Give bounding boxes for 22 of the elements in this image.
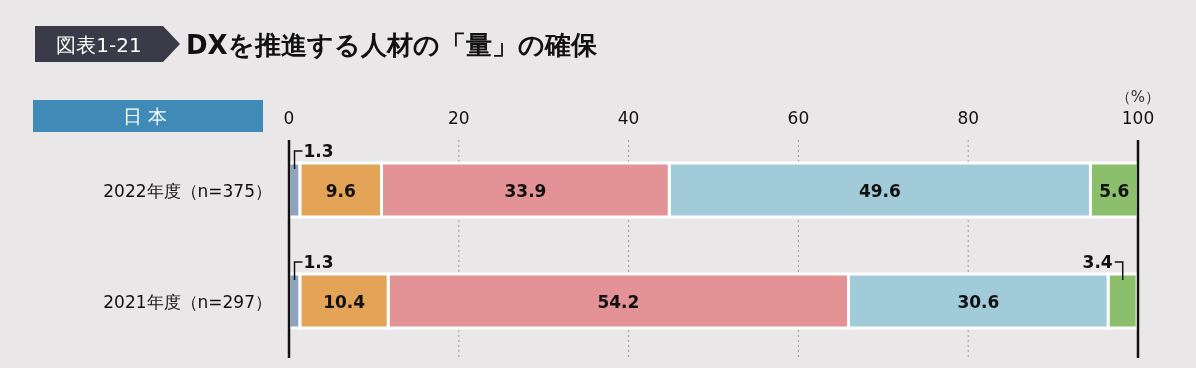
data-label: 5.6: [1099, 181, 1130, 201]
text: 図表1-21: [56, 33, 142, 57]
data-label: 3.4: [1082, 252, 1113, 272]
chart-title: DXを推進する人材の「量」の確保: [186, 30, 598, 60]
data-label: 1.3: [303, 252, 334, 272]
data-label: 30.6: [957, 292, 1000, 312]
data-label: 49.6: [858, 181, 901, 201]
data-label: 54.2: [597, 292, 640, 312]
x-axis-title: （%）: [1115, 88, 1161, 106]
x-tick-label: 100: [1121, 108, 1155, 128]
data-label: 10.4: [323, 292, 366, 312]
y-tick-label: 2021年度（n=297）: [103, 292, 272, 312]
y-tick-label: 2022年度（n=375）: [103, 181, 272, 201]
x-tick-label: 20: [447, 108, 470, 128]
x-tick-label: 80: [957, 108, 980, 128]
x-tick-label: 60: [787, 108, 810, 128]
x-tick-label: 40: [617, 108, 640, 128]
data-label: 33.9: [504, 181, 547, 201]
chart-subtitle: 日本: [123, 105, 173, 127]
data-label: 9.6: [325, 181, 356, 201]
data-label: 1.3: [303, 141, 334, 161]
x-tick-label: 0: [283, 108, 295, 128]
